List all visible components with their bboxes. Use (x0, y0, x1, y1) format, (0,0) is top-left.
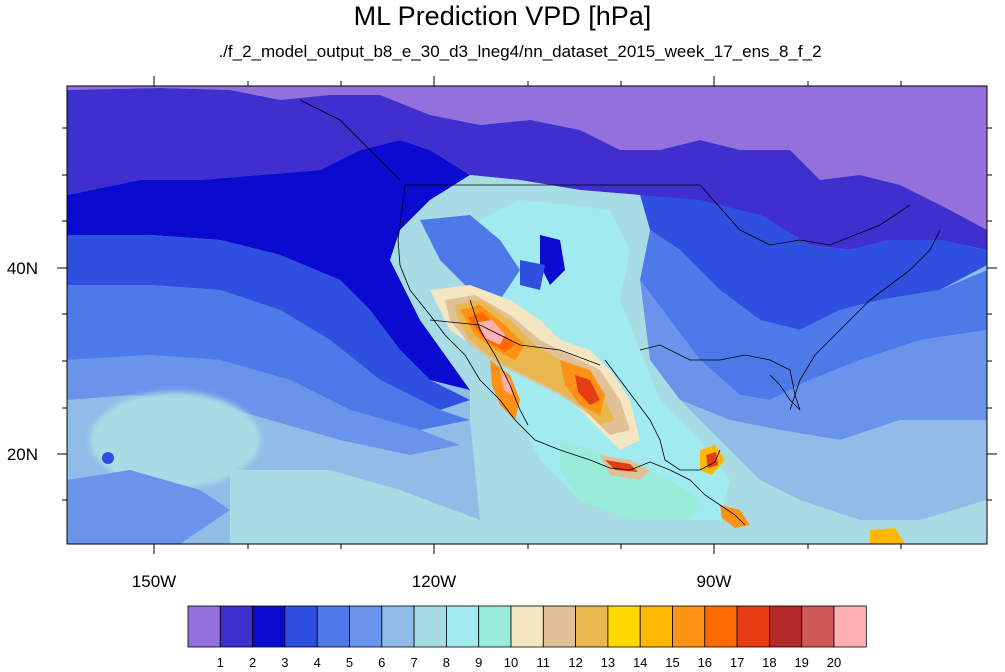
vpd-field (67, 86, 987, 544)
colorbar-swatch (316, 605, 350, 648)
y-tick-label: 20N (7, 445, 38, 464)
colorbar-swatch (672, 605, 706, 648)
colorbar-swatch (704, 605, 738, 648)
colorbar-swatch (801, 605, 835, 648)
colorbar-label: 19 (794, 655, 809, 670)
colorbar-label: 14 (632, 655, 648, 670)
colorbar-swatch (478, 605, 512, 648)
colorbar-label: 18 (762, 655, 777, 670)
x-tick-label: 120W (412, 572, 456, 591)
coastlines (299, 99, 941, 526)
x-tick-label: 90W (697, 572, 732, 591)
colorbar-label: 15 (665, 655, 680, 670)
x-tick-label: 150W (132, 572, 176, 591)
colorbar-swatch (413, 605, 447, 648)
x-axis-ticks (153, 76, 902, 554)
colorbar-swatch (381, 605, 415, 648)
colorbar-swatch (510, 605, 544, 648)
colorbar-label: 1 (216, 655, 224, 670)
plot-frame (66, 85, 988, 545)
colorbar-label: 13 (600, 655, 616, 670)
map-title: ML Prediction VPD [hPa] (353, 1, 652, 31)
colorbar-swatch (542, 605, 576, 648)
map-subtitle: ./f_2_model_output_b8_e_30_d3_lneg4/nn_d… (218, 42, 822, 61)
colorbar-swatch (607, 605, 641, 648)
colorbar-label: 16 (697, 655, 713, 670)
colorbar-swatch (187, 605, 221, 648)
colorbar-swatch (639, 605, 673, 648)
colorbar-label: 8 (442, 655, 450, 670)
colorbar-label: 20 (826, 655, 842, 670)
colorbar-label: 11 (536, 655, 551, 670)
colorbar-label: 9 (475, 655, 483, 670)
colorbar-swatch (349, 605, 383, 648)
colorbar-label: 7 (410, 655, 418, 670)
colorbar-swatch (575, 605, 609, 648)
colorbar-label: 4 (313, 655, 321, 670)
colorbar-swatch (736, 605, 770, 648)
colorbar (187, 605, 867, 648)
colorbar-label: 3 (281, 655, 289, 670)
colorbar-swatch (252, 605, 286, 648)
y-tick-label: 40N (7, 259, 38, 278)
colorbar-label: 5 (345, 655, 354, 670)
colorbar-swatch (445, 605, 480, 648)
colorbar-swatch (833, 605, 867, 648)
colorbar-swatch (284, 605, 318, 648)
y-axis-ticks (57, 127, 997, 501)
colorbar-swatch (769, 605, 803, 648)
colorbar-label: 6 (378, 655, 386, 670)
colorbar-label: 12 (568, 655, 583, 670)
colorbar-label: 10 (503, 655, 519, 670)
colorbar-swatch (219, 605, 254, 648)
colorbar-label: 17 (729, 655, 745, 670)
colorbar-label: 2 (248, 655, 257, 670)
